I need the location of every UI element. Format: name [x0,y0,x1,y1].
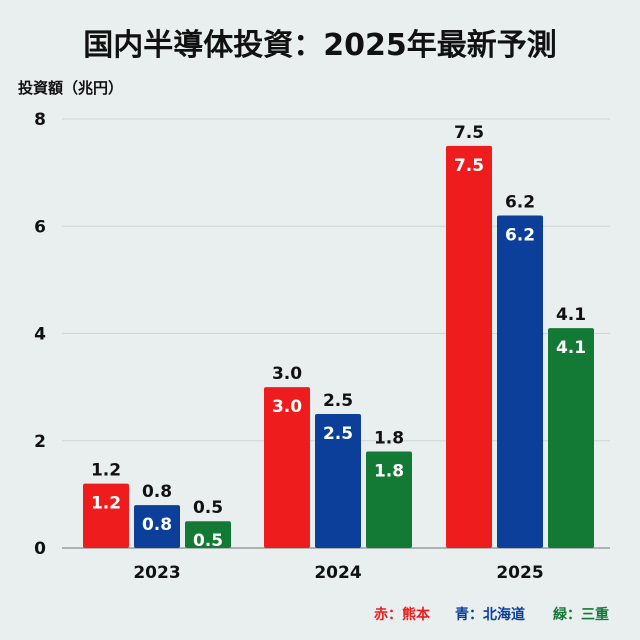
data-label-inside: 1.8 [374,461,404,481]
data-label: 6.2 [505,193,535,213]
data-label-inside: 0.8 [142,515,172,535]
data-label-inside: 0.5 [193,531,223,551]
y-tick-label: 2 [34,432,46,452]
data-label-inside: 6.2 [505,226,535,246]
bar [185,521,231,548]
x-tick-label: 2023 [133,563,180,583]
bar [497,215,543,548]
chart-title: 国内半導体投資：2025年最新予測 [83,28,557,63]
legend-entry: 赤：熊本 [374,606,431,623]
data-label-inside: 2.5 [323,424,353,444]
data-label-inside: 4.1 [556,338,586,358]
data-label: 1.8 [374,428,404,448]
y-tick-label: 0 [34,539,46,559]
bar [446,145,492,548]
y-axis-label: 投資額（兆円） [18,79,123,97]
data-label: 7.5 [454,123,484,143]
data-label: 0.5 [193,498,223,518]
data-label: 0.8 [142,482,172,502]
bar [264,387,310,548]
y-tick-label: 4 [34,325,46,345]
data-label: 3.0 [272,364,302,384]
bar [134,505,180,548]
bar [315,413,361,548]
y-tick-label: 6 [34,217,46,237]
data-label-inside: 3.0 [272,397,302,417]
bar [366,451,412,548]
data-label: 1.2 [91,461,121,481]
data-label-inside: 1.2 [91,494,121,514]
bar [548,328,594,548]
legend-entry: 青：北海道 [455,606,525,623]
x-tick-label: 2025 [496,563,543,583]
legend-entry: 緑：三重 [553,606,609,623]
x-tick-label: 2024 [314,563,361,583]
data-label: 4.1 [556,305,586,325]
data-label: 2.5 [323,391,353,411]
bar [83,483,129,548]
y-tick-label: 8 [34,110,46,130]
data-label-inside: 7.5 [454,156,484,176]
